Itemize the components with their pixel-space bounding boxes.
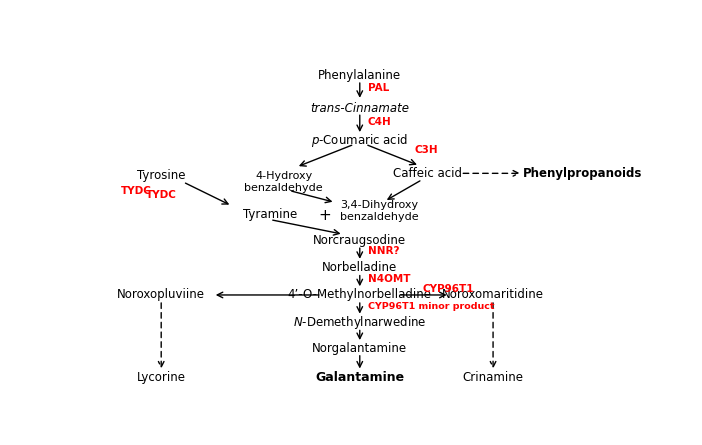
Text: Phenylpropanoids: Phenylpropanoids [523,167,642,180]
Text: 3,4-Dihydroxy
benzaldehyde: 3,4-Dihydroxy benzaldehyde [340,200,418,222]
Text: Norcraugsodine: Norcraugsodine [313,234,406,247]
Text: Noroxopluviine: Noroxopluviine [117,288,205,301]
Text: TYDC: TYDC [121,186,152,196]
Text: C4H: C4H [368,117,392,127]
Text: Crinamine: Crinamine [463,371,524,384]
Text: +: + [318,208,331,222]
Text: Lycorine: Lycorine [137,371,186,384]
Text: Tyrosine: Tyrosine [137,169,185,182]
Text: trans-Cinnamate: trans-Cinnamate [310,102,409,115]
Text: 4’-O-Methylnorbelladine: 4’-O-Methylnorbelladine [288,288,432,301]
Text: PAL: PAL [368,83,389,93]
Text: Noroxomaritidine: Noroxomaritidine [442,288,544,301]
Text: Phenylalanine: Phenylalanine [318,69,402,82]
Text: CYP96T1: CYP96T1 [423,284,474,294]
Text: Norgalantamine: Norgalantamine [312,342,407,355]
Text: Galantamine: Galantamine [315,371,404,384]
Text: C3H: C3H [414,145,438,155]
Text: Tyramine: Tyramine [243,208,297,221]
Text: CYP96T1 minor product: CYP96T1 minor product [368,302,494,311]
Text: $N$-Demethylnarwedine: $N$-Demethylnarwedine [293,314,426,331]
Text: Caffeic acid: Caffeic acid [393,167,463,180]
Text: $p$-Coumaric acid: $p$-Coumaric acid [312,132,408,149]
Text: NNR?: NNR? [368,247,399,256]
Text: Norbelladine: Norbelladine [322,261,397,274]
Text: 4-Hydroxy
benzaldehyde: 4-Hydroxy benzaldehyde [244,171,323,193]
Text: TYDC: TYDC [146,190,177,199]
Text: N4OMT: N4OMT [368,274,411,284]
